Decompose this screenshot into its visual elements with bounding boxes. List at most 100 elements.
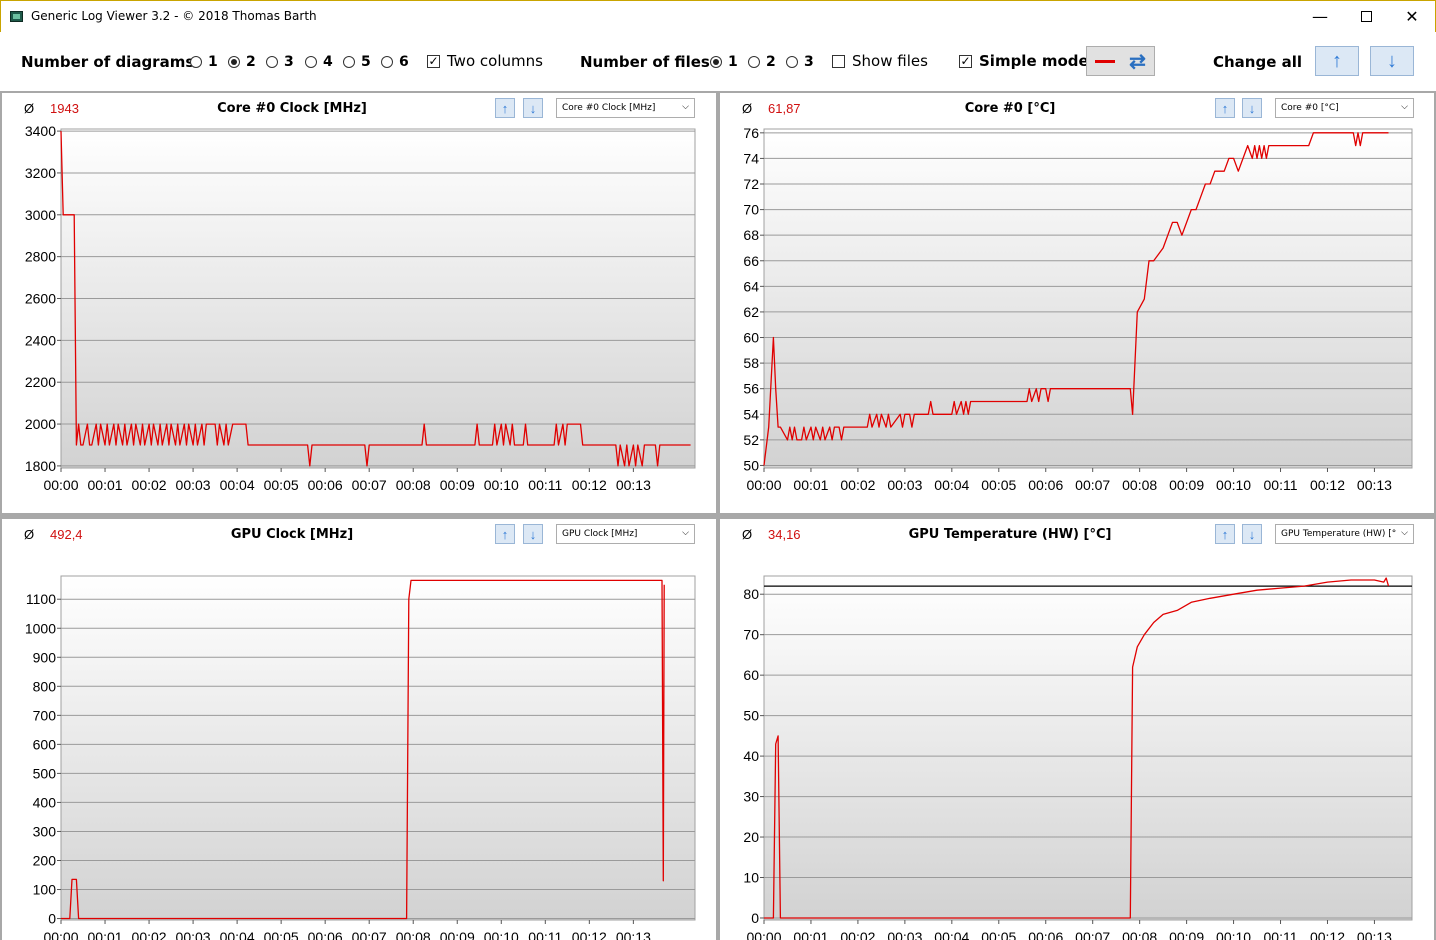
sensor-select[interactable]: Core #0 [°C] ⌵ [1275, 98, 1414, 118]
average-icon: Ø [742, 527, 753, 542]
diagrams-radio-4[interactable]: 4 [305, 54, 333, 70]
y-tick-label: 30 [743, 789, 759, 805]
diagrams-label: Number of diagrams [21, 53, 195, 71]
radio-circle [190, 56, 202, 68]
panel-down-button[interactable]: ↓ [1242, 524, 1262, 544]
sensor-select[interactable]: GPU Temperature (HW) [° ⌵ [1275, 524, 1414, 544]
maximize-button[interactable] [1343, 1, 1389, 32]
x-tick-label: 00:04 [220, 929, 255, 940]
diagrams-radio-5[interactable]: 5 [343, 54, 371, 70]
average-value: 34,16 [768, 527, 801, 542]
average-icon: Ø [24, 101, 35, 116]
panel-up-button[interactable]: ↑ [495, 524, 515, 544]
panel-header: Ø 492,4 GPU Clock [MHz] ↑ ↓ GPU Clock [M… [2, 519, 716, 549]
x-tick-label: 00:01 [88, 929, 123, 940]
files-radio-2[interactable]: 2 [748, 54, 776, 70]
line-color-refresh-button[interactable]: ⇄ [1086, 46, 1155, 76]
x-tick-label: 00:09 [1169, 477, 1204, 493]
chevron-down-icon: ⌵ [682, 528, 689, 538]
x-tick-label: 00:07 [352, 477, 387, 493]
plot-area [60, 575, 696, 921]
diagram-panel-core-clock: Ø 1943 Core #0 Clock [MHz] ↑ ↓ Core #0 C… [2, 93, 716, 513]
two-columns-checkbox[interactable]: ✓ Two columns [427, 52, 543, 70]
arrow-down-icon: ↓ [1248, 526, 1256, 542]
y-tick-label: 80 [743, 586, 759, 602]
close-button[interactable]: ✕ [1389, 1, 1435, 32]
diagram-area: Ø 1943 Core #0 Clock [MHz] ↑ ↓ Core #0 C… [0, 91, 1436, 940]
y-tick-label: 64 [743, 278, 759, 294]
x-tick-label: 00:01 [88, 477, 123, 493]
x-tick-label: 00:04 [934, 929, 969, 940]
arrow-down-icon: ↓ [1248, 100, 1256, 116]
panel-down-button[interactable]: ↓ [1242, 98, 1262, 118]
x-tick-label: 00:09 [1169, 929, 1204, 940]
y-tick-label: 70 [743, 202, 759, 218]
show-files-checkbox[interactable]: Show files [832, 52, 928, 70]
minimize-button[interactable]: — [1297, 1, 1343, 32]
y-tick-label: 2200 [25, 374, 56, 390]
y-tick-label: 3400 [25, 123, 56, 139]
y-tick-label: 900 [33, 649, 57, 665]
panel-up-button[interactable]: ↑ [1215, 98, 1235, 118]
x-tick-label: 00:03 [887, 929, 922, 940]
x-tick-label: 00:06 [308, 929, 343, 940]
x-tick-label: 00:12 [1310, 477, 1345, 493]
diagrams-radio-1[interactable]: 1 [190, 54, 218, 70]
checkbox-checked-icon: ✓ [427, 53, 440, 68]
x-tick-label: 00:08 [396, 477, 431, 493]
change-all-up-button[interactable]: ↑ [1315, 46, 1359, 76]
radio-circle [266, 56, 278, 68]
simple-mode-checkbox[interactable]: ✓ Simple mode [959, 52, 1089, 70]
sensor-select[interactable]: GPU Clock [MHz] ⌵ [556, 524, 695, 544]
checkbox-checked-icon: ✓ [959, 53, 972, 68]
panel-down-button[interactable]: ↓ [523, 98, 543, 118]
x-tick-label: 00:13 [616, 477, 651, 493]
diagram-panel-core-temp: Ø 61,87 Core #0 [°C] ↑ ↓ Core #0 [°C] ⌵ 5… [720, 93, 1434, 513]
diagrams-radio-3[interactable]: 3 [266, 54, 294, 70]
files-radio-1[interactable]: 1 [710, 54, 738, 70]
panel-header: Ø 1943 Core #0 Clock [MHz] ↑ ↓ Core #0 C… [2, 93, 716, 123]
x-tick-label: 00:02 [132, 477, 167, 493]
x-tick-label: 00:02 [840, 477, 875, 493]
sensor-select[interactable]: Core #0 Clock [MHz] ⌵ [556, 98, 695, 118]
y-tick-label: 800 [33, 678, 57, 694]
y-tick-label: 68 [743, 227, 759, 243]
files-radio-3[interactable]: 3 [786, 54, 814, 70]
x-tick-label: 00:00 [746, 477, 781, 493]
diagrams-radio-2[interactable]: 2 [228, 54, 256, 70]
y-tick-label: 3200 [25, 165, 56, 181]
y-tick-label: 500 [33, 765, 57, 781]
panel-up-button[interactable]: ↑ [495, 98, 515, 118]
y-tick-label: 52 [743, 432, 759, 448]
diagram-panel-gpu-clock: Ø 492,4 GPU Clock [MHz] ↑ ↓ GPU Clock [M… [2, 519, 716, 940]
x-tick-label: 00:01 [793, 929, 828, 940]
series-line [764, 577, 1390, 919]
y-tick-label: 2000 [25, 416, 56, 432]
x-tick-label: 00:09 [440, 477, 475, 493]
radio-circle [305, 56, 317, 68]
x-tick-label: 00:08 [1122, 477, 1157, 493]
x-tick-label: 00:11 [1264, 929, 1298, 940]
x-tick-label: 00:10 [484, 477, 519, 493]
x-tick-label: 00:13 [1357, 477, 1392, 493]
chart-svg: 0 100 200 300 400 500 600 700 800 900 1000 1100 00:0… [25, 575, 696, 940]
y-tick-label: 1100 [26, 591, 56, 607]
x-tick-label: 00:06 [308, 477, 343, 493]
x-tick-label: 00:11 [1264, 477, 1298, 493]
y-tick-label: 0 [48, 911, 56, 927]
chart-title: Core #0 [°C] [964, 101, 1056, 116]
y-tick-label: 1000 [25, 620, 56, 636]
chevron-down-icon: ⌵ [1401, 102, 1408, 112]
change-all-down-button[interactable]: ↓ [1370, 46, 1414, 76]
x-tick-label: 00:00 [43, 929, 78, 940]
radio-circle [748, 56, 760, 68]
x-tick-label: 00:02 [840, 929, 875, 940]
radio-circle [786, 56, 798, 68]
y-tick-label: 74 [743, 150, 759, 166]
chart-svg: 50 52 54 56 58 60 62 64 66 68 70 72 74 76 00:00 00:01 00… [743, 125, 1413, 493]
diagrams-radio-6[interactable]: 6 [381, 54, 409, 70]
change-all-label: Change all [1213, 53, 1303, 71]
y-tick-label: 400 [33, 794, 57, 810]
panel-down-button[interactable]: ↓ [523, 524, 543, 544]
panel-up-button[interactable]: ↑ [1215, 524, 1235, 544]
